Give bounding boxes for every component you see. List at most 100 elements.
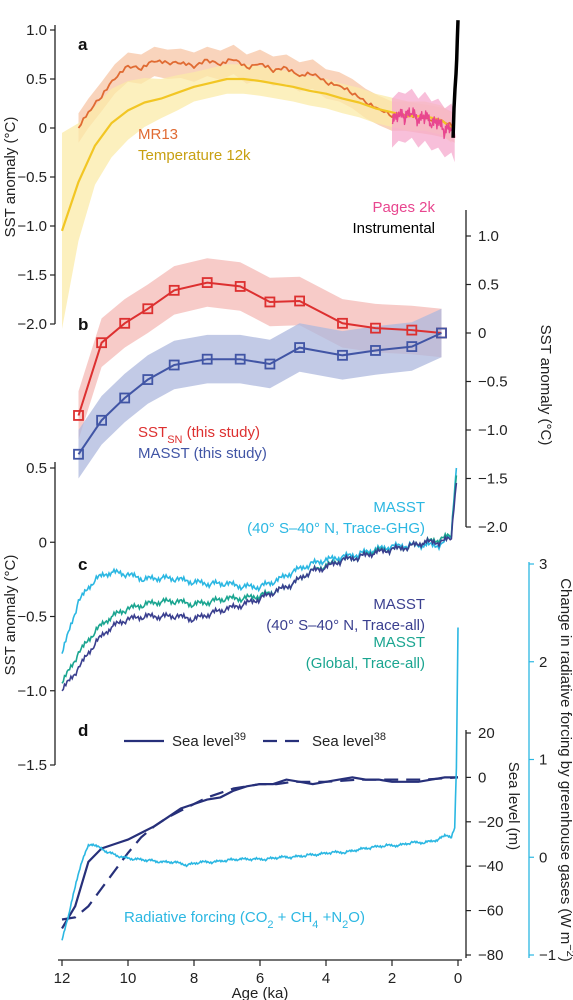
line-temp12k <box>60 77 453 232</box>
line-mr13 <box>77 58 456 129</box>
label-masst-trace-ghg: MASST <box>373 499 425 516</box>
marker-masst <box>406 341 418 352</box>
label-masst-trace-all-global-2: (Global, Trace-all) <box>306 655 425 672</box>
marker-masst <box>264 358 276 370</box>
sea-level-tick-label: 0 <box>478 769 486 786</box>
panel-b-ytick-label: −1.0 <box>478 422 508 439</box>
line-masst <box>77 332 442 455</box>
marker-masst <box>142 374 154 385</box>
panel-a-ytick-label: 1.0 <box>26 22 47 39</box>
panel-b-ytick-label: −0.5 <box>478 374 508 391</box>
line-pages2k <box>391 107 456 140</box>
forcing-axis-label: Change in radiative forcing by greenhous… <box>557 578 573 962</box>
panel-a-ylabel: SST anomaly (°C) <box>2 117 19 238</box>
marker-sst_sn <box>337 317 348 329</box>
sea-level-tick-label: −60 <box>478 903 503 920</box>
forcing-tick-label: 1 <box>539 752 547 769</box>
panel-c-ylabel: SST anomaly (°C) <box>2 555 19 676</box>
panel-b-letter: b <box>78 315 88 334</box>
label-radiative-forcing: Radiative forcing (CO2 + CH4 +N2O) <box>124 909 365 931</box>
panel-a-ytick-label: −0.5 <box>17 169 47 186</box>
legend-mr13: MR13 <box>138 126 178 143</box>
band-mr13 <box>78 44 455 143</box>
panel-b-ytick-label: 0 <box>478 325 486 342</box>
label-masst: MASST (this study) <box>138 445 267 462</box>
band-sst_sn <box>78 258 442 440</box>
panel-d-xtick-label: 10 <box>120 970 137 987</box>
marker-sst_sn <box>234 281 246 292</box>
sea-level-tick-label: 20 <box>478 725 495 742</box>
marker-masst <box>201 353 213 365</box>
legend-temp12k: Temperature 12k <box>138 147 251 164</box>
marker-masst <box>119 392 131 404</box>
panel-a-ytick-label: −2.0 <box>17 316 47 333</box>
panel-c-letter: c <box>78 555 87 574</box>
forcing-tick-label: 3 <box>539 556 547 573</box>
panel-b-ytick-label: 1.0 <box>478 228 499 245</box>
panel-d-xtick-label: 0 <box>454 970 462 987</box>
panel-b-ylabel: SST anomaly (°C) <box>537 325 554 446</box>
sea-level-tick-label: −80 <box>478 947 503 964</box>
line-sea-level-39 <box>61 776 458 929</box>
marker-sst_sn <box>294 295 306 307</box>
panel-b-ytick-label: −2.0 <box>478 519 508 536</box>
marker-sst_sn <box>73 410 84 421</box>
marker-sst_sn <box>119 317 131 329</box>
label-masst-trace-all-40-2: (40° S–40° N, Trace-all) <box>266 617 425 634</box>
line-sst_sn <box>77 281 442 416</box>
sea-level-tick-label: −20 <box>478 814 503 831</box>
panel-a-ytick-label: 0.5 <box>26 71 47 88</box>
panel-a-ytick-label: 0 <box>39 120 47 137</box>
marker-masst <box>294 342 306 353</box>
sea-level-axis-label: Sea level (m) <box>505 762 522 850</box>
panel-d-xtick-label: 12 <box>54 970 71 987</box>
line-instrumental <box>451 20 460 138</box>
panel-d-xlabel: Age (ka) <box>232 985 289 1000</box>
label-masst-trace-all-global: MASST <box>373 634 425 651</box>
panel-d-xtick-label: 4 <box>322 970 330 987</box>
marker-masst <box>96 414 107 426</box>
panel-b-ytick-label: −1.5 <box>478 471 508 488</box>
panel-b-ytick-label: 0.5 <box>478 277 499 294</box>
forcing-tick-label: −1 <box>539 947 556 964</box>
band-masst <box>78 308 442 479</box>
label-sst-sn: SSTSN (this study) <box>138 424 260 446</box>
marker-sst_sn <box>406 324 418 336</box>
marker-masst <box>436 327 447 339</box>
panel-a-ytick-label: −1.0 <box>17 218 47 235</box>
legend-sea-level-39: Sea level39 <box>172 731 246 750</box>
panel-d-xtick-label: 8 <box>190 970 198 987</box>
panel-d-xtick-label: 2 <box>388 970 396 987</box>
legend-instrumental: Instrumental <box>352 220 435 237</box>
marker-masst <box>234 353 246 365</box>
marker-masst <box>337 349 348 361</box>
sea-level-tick-label: −40 <box>478 858 503 875</box>
legend-sea-level-38: Sea level38 <box>312 731 386 750</box>
panel-d-xtick-label: 6 <box>256 970 264 987</box>
marker-sst_sn <box>370 322 381 334</box>
marker-masst <box>370 345 381 356</box>
panel-c-ytick-label: 0.5 <box>26 460 47 477</box>
marker-sst_sn <box>96 337 107 349</box>
marker-sst_sn <box>264 296 276 308</box>
panel-c-ytick-label: −1.5 <box>17 757 47 774</box>
forcing-tick-label: 0 <box>539 849 547 866</box>
panel-a-ytick-label: −1.5 <box>17 267 47 284</box>
label-masst-trace-all-40: MASST <box>373 596 425 613</box>
band-pages2k <box>392 88 455 163</box>
marker-masst <box>73 448 84 460</box>
line-sea-level-38 <box>61 776 459 921</box>
marker-sst_sn <box>201 277 213 288</box>
marker-masst <box>168 359 180 371</box>
legend-pages2k: Pages 2k <box>372 199 435 216</box>
forcing-tick-label: 2 <box>539 654 547 671</box>
label-masst-trace-ghg-2: (40° S–40° N, Trace-GHG) <box>247 520 425 537</box>
marker-sst_sn <box>168 284 180 296</box>
panel-c-ytick-label: −1.0 <box>17 683 47 700</box>
line-forcing <box>61 627 459 941</box>
panel-d-letter: d <box>78 721 88 740</box>
panel-c-ytick-label: −0.5 <box>17 609 47 626</box>
line-trace_ghg <box>61 467 458 654</box>
marker-sst_sn <box>142 303 154 315</box>
